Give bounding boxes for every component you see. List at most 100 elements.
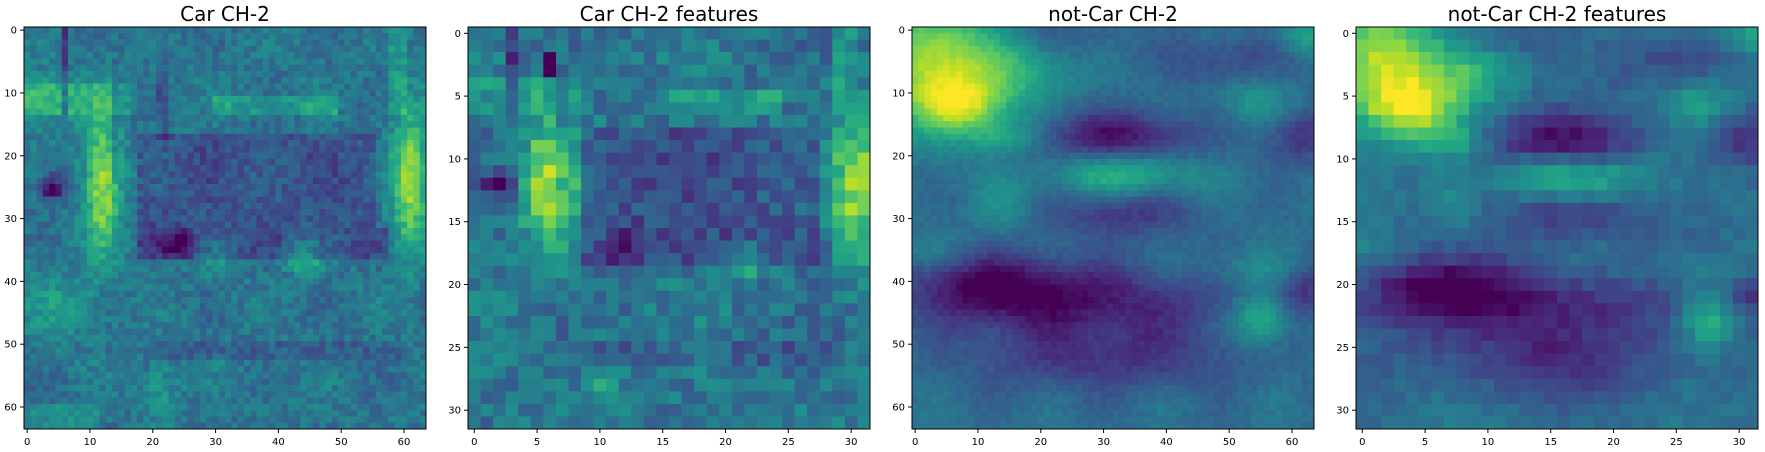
heatmap-cell <box>237 114 245 122</box>
heatmap-cell <box>256 297 264 304</box>
heatmap-cell <box>369 215 377 223</box>
heatmap-cell <box>656 303 670 317</box>
heatmap-cell <box>99 196 107 204</box>
heatmap-cell <box>294 27 301 34</box>
heatmap-cell <box>388 121 395 128</box>
heatmap-cell <box>137 403 144 411</box>
heatmap-cell <box>325 328 333 336</box>
heatmap-cell <box>568 353 582 367</box>
heatmap-cell <box>55 372 63 380</box>
heatmap-cell <box>250 228 257 235</box>
heatmap-cell <box>419 140 427 147</box>
heatmap-cell <box>382 397 389 405</box>
heatmap-cell <box>505 177 519 191</box>
heatmap-cell <box>80 202 88 210</box>
heatmap-cell <box>67 315 75 323</box>
heatmap-cell <box>67 184 75 191</box>
heatmap-cell <box>67 177 75 185</box>
heatmap-cell <box>325 259 333 267</box>
heatmap-cell <box>287 209 295 216</box>
heatmap-cell <box>262 83 270 91</box>
heatmap-cell <box>256 221 264 229</box>
heatmap-cell <box>419 221 427 229</box>
heatmap-cell <box>118 171 125 179</box>
heatmap-cell <box>719 290 733 304</box>
heatmap-cell <box>49 45 56 53</box>
heatmap-cell <box>794 102 808 116</box>
heatmap-cell <box>206 290 213 298</box>
heatmap-cell <box>306 33 314 40</box>
heatmap-cell <box>338 378 345 386</box>
heatmap-cell <box>149 334 157 342</box>
heatmap-cell <box>30 297 37 304</box>
heatmap-cell <box>312 397 320 405</box>
heatmap-cell <box>86 133 94 141</box>
heatmap-cell <box>681 152 695 166</box>
heatmap-cell <box>206 165 213 172</box>
heatmap-cell <box>193 27 201 34</box>
heatmap-cell <box>80 184 88 191</box>
heatmap-cell <box>218 416 226 424</box>
heatmap-cell <box>212 234 220 241</box>
heatmap-cell <box>631 290 645 304</box>
heatmap-cell <box>530 27 544 40</box>
heatmap-cell <box>218 108 226 116</box>
heatmap-cell <box>369 196 377 204</box>
heatmap-cell <box>49 347 56 354</box>
heatmap-cell <box>80 133 88 141</box>
heatmap-cell <box>281 215 289 223</box>
heatmap-cell <box>42 228 50 235</box>
heatmap-cell <box>419 284 427 292</box>
heatmap-cell <box>187 83 194 91</box>
heatmap-cell <box>61 315 69 323</box>
heatmap-cell <box>555 152 569 166</box>
heatmap-cell <box>581 228 594 241</box>
heatmap-cell <box>656 265 670 279</box>
heatmap-cell <box>338 353 345 361</box>
heatmap-cell <box>388 114 395 122</box>
heatmap-cell <box>375 83 383 91</box>
heatmap-cell <box>262 64 270 72</box>
heatmap-cell <box>419 108 427 116</box>
heatmap-cell <box>262 397 270 405</box>
heatmap-cell <box>61 322 69 329</box>
heatmap-cell <box>149 102 157 110</box>
heatmap-cell <box>99 190 107 197</box>
heatmap-cell <box>250 347 257 354</box>
heatmap-cell <box>55 228 63 235</box>
heatmap-cell <box>306 133 314 141</box>
heatmap-cell <box>480 140 494 153</box>
heatmap-cell <box>181 278 188 285</box>
heatmap-cell <box>719 140 733 153</box>
heatmap-cell <box>86 353 94 361</box>
heatmap-cell <box>338 228 345 235</box>
heatmap-cell <box>187 102 194 110</box>
heatmap-cell <box>756 89 770 103</box>
heatmap-cell <box>130 234 138 241</box>
heatmap-cell <box>325 309 333 317</box>
heatmap-cell <box>199 271 207 279</box>
heatmap-cell <box>300 297 308 304</box>
heatmap-cell <box>400 209 408 216</box>
heatmap-cell <box>769 152 783 166</box>
heatmap-cell <box>105 177 113 185</box>
heatmap-cell <box>199 33 207 40</box>
heatmap-cell <box>281 64 289 72</box>
heatmap-cell <box>631 27 645 40</box>
heatmap-cell <box>24 278 31 285</box>
heatmap-cell <box>832 253 846 267</box>
heatmap-cell <box>162 422 169 430</box>
heatmap-cell <box>93 347 100 354</box>
heatmap-cell <box>857 27 871 40</box>
heatmap-cell <box>275 127 282 135</box>
heatmap-cell <box>325 234 333 241</box>
heatmap-cell <box>300 422 308 430</box>
heatmap-cell <box>231 102 238 110</box>
heatmap-cell <box>794 89 808 103</box>
heatmap-cell <box>212 410 220 417</box>
heatmap-cell <box>505 215 519 229</box>
heatmap-cell <box>155 334 163 342</box>
heatmap-cell <box>80 253 88 260</box>
heatmap-cell <box>118 303 125 311</box>
heatmap-cell <box>30 328 37 336</box>
